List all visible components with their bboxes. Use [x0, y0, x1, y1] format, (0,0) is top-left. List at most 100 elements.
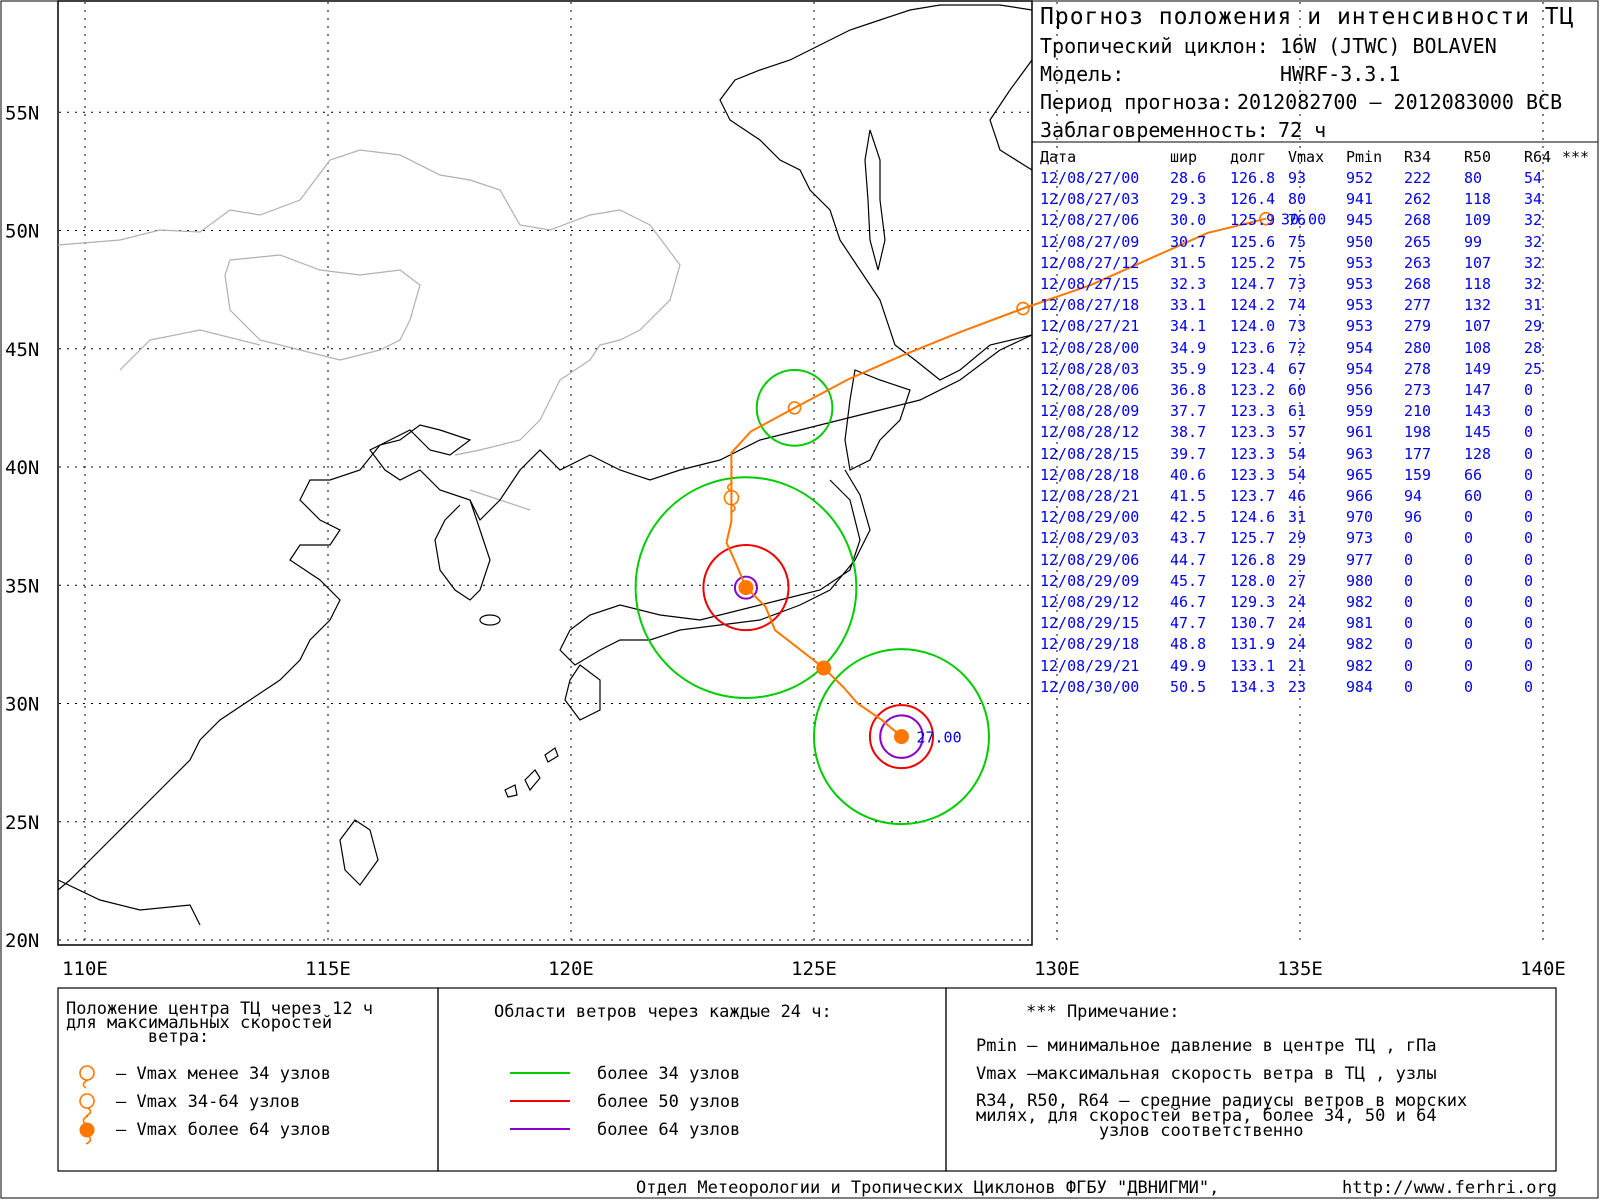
table-cell: 94	[1404, 487, 1423, 505]
table-cell: 35.9	[1170, 359, 1207, 378]
table-cell: 32	[1524, 211, 1543, 230]
lat-tick-label: 30N	[5, 694, 39, 716]
table-cell: 0	[1524, 381, 1534, 399]
table-cell: 24	[1288, 614, 1307, 633]
table-cell: 25	[1524, 359, 1543, 378]
table-cell: 262	[1404, 190, 1432, 209]
legend-sym1-label: — Vmax менее 34 узлов	[116, 1064, 331, 1084]
table-cell: 143	[1464, 402, 1492, 421]
table-cell: 0	[1524, 614, 1534, 633]
legend-winds-title: Области ветров через каждые 24 ч:	[494, 1002, 832, 1022]
table-cell: 24	[1288, 593, 1307, 611]
table-cell: 67	[1288, 359, 1307, 378]
axis-labels: 110E115E120E125E130E135E140E145E55N50N45…	[5, 102, 1566, 980]
table-cell: 0	[1464, 550, 1474, 569]
table-cell: 12/08/29/00	[1040, 508, 1140, 527]
table-cell: R34	[1404, 148, 1432, 166]
table-cell: 129.3	[1230, 593, 1276, 611]
lat-tick-label: 55N	[5, 102, 39, 124]
table-cell: долг	[1230, 148, 1267, 166]
table-cell: 278	[1404, 359, 1432, 378]
table-cell: 29	[1288, 550, 1307, 569]
table-cell: 44.7	[1170, 550, 1207, 569]
legend-positions-title: Положение центра ТЦ через 12 ч для макси…	[66, 999, 374, 1047]
table-cell: 277	[1404, 296, 1432, 315]
table-cell: 0	[1404, 614, 1414, 633]
lat-tick-label: 20N	[5, 930, 39, 952]
table-cell: 959	[1346, 402, 1374, 421]
table-cell: 118	[1464, 190, 1492, 209]
table-cell: 21	[1288, 656, 1307, 675]
lon-tick-label: 140E	[1520, 958, 1566, 980]
table-cell: 12/08/28/12	[1040, 423, 1140, 442]
table-cell: 966	[1346, 487, 1374, 505]
table-cell: 34	[1524, 190, 1543, 209]
table-cell: 953	[1346, 253, 1374, 272]
table-cell: 950	[1346, 232, 1374, 251]
table-cell: 28.6	[1170, 169, 1207, 187]
table-cell: 32	[1524, 275, 1543, 293]
table-cell: 973	[1346, 529, 1374, 548]
table-cell: Pmin	[1346, 148, 1383, 166]
table-cell: 54	[1524, 169, 1543, 187]
table-cell: 93	[1288, 169, 1307, 187]
table-cell: 0	[1404, 677, 1414, 696]
table-cell: 130.7	[1230, 614, 1276, 633]
table-cell: 107	[1464, 317, 1492, 336]
table-cell: 49.9	[1170, 656, 1207, 675]
period-label: Период прогноза:	[1040, 90, 1233, 114]
cyclone-value: 16W (JTWC) BOLAVEN	[1280, 34, 1497, 58]
table-cell: 961	[1346, 423, 1374, 442]
table-cell: 954	[1346, 338, 1374, 357]
table-cell: 981	[1346, 614, 1374, 633]
wind-circle-r50	[868, 704, 935, 770]
table-cell: 131.9	[1230, 635, 1276, 654]
table-cell: 32.3	[1170, 275, 1207, 293]
lat-tick-label: 35N	[5, 575, 39, 597]
table-cell: 27	[1288, 571, 1307, 590]
table-cell: 125.7	[1230, 529, 1276, 548]
track-point-typhoon	[738, 580, 754, 596]
table-cell: 50.5	[1170, 677, 1207, 696]
table-cell: 96	[1404, 508, 1423, 527]
table-cell: R64	[1524, 148, 1552, 166]
table-cell: 61	[1288, 402, 1307, 421]
table-cell: 970	[1346, 508, 1374, 527]
table-cell: 941	[1346, 190, 1374, 209]
cyclone-label: Тропический циклон:	[1040, 34, 1269, 58]
cyclone-track: 27.00 30.00	[723, 211, 1326, 747]
table-cell: 124.2	[1230, 296, 1276, 315]
note-vmax: Vmax —максимальная скорость ветра в ТЦ ,…	[976, 1064, 1437, 1084]
table-cell: 43.7	[1170, 529, 1207, 548]
table-cell: 80	[1288, 190, 1307, 209]
symbol-typhoon-arms	[82, 1115, 92, 1145]
table-cell: 107	[1464, 253, 1492, 272]
footer-url[interactable]: http://www.ferhri.org	[1342, 1178, 1557, 1198]
table-cell: 0	[1404, 635, 1414, 654]
table-cell: 60	[1464, 487, 1483, 505]
table-cell: 0	[1464, 571, 1474, 590]
table-cell: 12/08/29/15	[1040, 614, 1140, 633]
table-cell: 54	[1288, 444, 1307, 463]
table-cell: 0	[1464, 656, 1474, 675]
table-cell: 980	[1346, 571, 1374, 590]
table-cell: 982	[1346, 593, 1374, 611]
table-cell: 956	[1346, 381, 1374, 399]
table-cell: 36.8	[1170, 381, 1207, 399]
table-cell: 126.8	[1230, 169, 1276, 187]
lat-lon-grid	[59, 2, 1544, 944]
table-cell: 128	[1464, 444, 1492, 463]
table-cell: 99	[1464, 232, 1483, 251]
table-cell: 0	[1524, 529, 1534, 548]
table-cell: 124.7	[1230, 275, 1276, 293]
table-cell: 125.6	[1230, 232, 1276, 251]
table-cell: 34.9	[1170, 338, 1207, 357]
table-cell: 37.7	[1170, 402, 1207, 421]
table-cell: 210	[1404, 402, 1432, 421]
table-cell: шир	[1170, 148, 1198, 166]
table-cell: 32	[1524, 232, 1543, 251]
table-cell: 41.5	[1170, 487, 1207, 505]
table-cell: 72	[1288, 338, 1307, 357]
table-cell: 12/08/27/09	[1040, 232, 1140, 251]
table-cell: 47.7	[1170, 614, 1207, 633]
